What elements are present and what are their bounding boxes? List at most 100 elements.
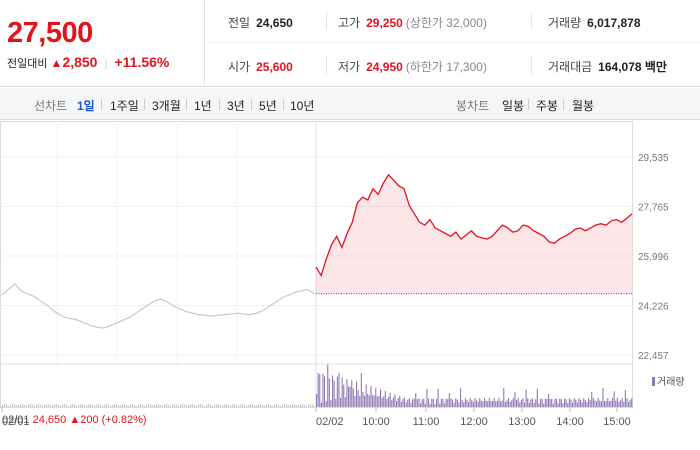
volume-bar (440, 398, 442, 407)
volume-bar-prev (10, 404, 12, 407)
volume-bar (533, 403, 535, 407)
volume-bar (511, 400, 513, 407)
tab-monthly[interactable]: 월봉 (572, 99, 595, 113)
volume-bar-prev (94, 405, 96, 407)
volume-bar (567, 403, 569, 407)
volume-bar (324, 376, 326, 407)
volume-bar-prev (46, 404, 48, 407)
volume-bar (352, 388, 354, 407)
volume-bar (597, 398, 599, 407)
tab-1d[interactable]: 1일 (77, 99, 95, 113)
volume-bar-prev (234, 404, 236, 407)
divider (531, 12, 532, 30)
volume-bar-prev (56, 404, 58, 407)
volume-bar (554, 398, 556, 407)
volume-bar (573, 398, 575, 407)
volume-bar-prev (52, 405, 54, 407)
volume-bar (327, 364, 329, 407)
volume-bar (480, 400, 482, 407)
volume-bar (428, 398, 430, 407)
volume-bar-prev (140, 404, 142, 407)
today-line (315, 173, 633, 278)
volume-bar (413, 398, 415, 407)
volume-bar (416, 399, 418, 407)
volume-bar (319, 374, 321, 407)
y-tick-label: 27,765 (638, 203, 669, 214)
volume-bar (546, 398, 548, 407)
divider (186, 99, 187, 110)
x-tick-label: 14:00 (556, 416, 584, 428)
volume-bar-prev (42, 405, 44, 407)
volume-bar (325, 401, 327, 407)
volume-bar-prev (60, 405, 62, 407)
quote-stats: 전일 24,650 고가 29,250 (상한가 32,000) 거래량 6,017,8… (206, 0, 700, 87)
volume-bar (391, 400, 393, 407)
volume-stat: 거래량 6,017,878 (548, 14, 641, 31)
volume-bar (620, 400, 622, 407)
volume-bar-prev (148, 404, 150, 407)
tab-5y[interactable]: 5년 (259, 99, 277, 113)
volume-bar (493, 398, 495, 407)
x-tick-label: 02/02 (316, 416, 344, 428)
volume-bar-prev (128, 405, 130, 407)
volume-bar-prev (110, 405, 112, 407)
volume-label: 거래량 (548, 16, 582, 30)
tab-1w[interactable]: 1주일 (110, 99, 139, 113)
volume-bar-prev (64, 404, 66, 407)
volume-bar-prev (74, 404, 76, 407)
volume-bar-prev (184, 404, 186, 407)
volume-bar (394, 394, 396, 407)
volume-bar (418, 398, 420, 407)
volume-bar (551, 398, 553, 407)
volume-bar-prev (284, 404, 286, 407)
volume-bar-prev (226, 404, 228, 407)
volume-bar-prev (72, 404, 74, 407)
volume-bar-prev (294, 404, 296, 407)
prev-day-price: 24,650 (32, 414, 67, 426)
volume-bar-prev (174, 404, 176, 407)
price-chart[interactable]: 29,535 27,765 25,996 24,226 22,457 02/01 02/02… (0, 121, 700, 450)
volume-bar-prev (250, 404, 252, 407)
volume-bar (596, 401, 598, 407)
volume-bar (520, 399, 522, 407)
volume-bar (442, 399, 444, 407)
volume-bar-prev (190, 404, 192, 407)
volume-bar-prev (170, 405, 172, 407)
tab-1y[interactable]: 1년 (194, 99, 212, 113)
volume-bar (562, 403, 564, 407)
volume-bar (612, 398, 614, 407)
volume-bar (407, 399, 409, 407)
trade-value-stat: 거래대금 164,078 백만 (548, 58, 667, 75)
volume-bar-prev (178, 405, 180, 407)
volume-bar-prev (162, 405, 164, 407)
volume-bar (332, 375, 334, 407)
volume-bar-prev (88, 404, 90, 407)
volume-bar-prev (106, 404, 108, 407)
volume-bar-prev (238, 405, 240, 407)
x-tick-label: 15:00 (603, 416, 631, 428)
volume-bar (623, 401, 625, 407)
volume-bar (463, 402, 465, 407)
tab-3m[interactable]: 3개월 (152, 99, 181, 113)
volume-bar (616, 398, 618, 407)
tab-3y[interactable]: 3년 (227, 99, 245, 113)
volume-bar (490, 400, 492, 407)
tab-weekly[interactable]: 주봉 (536, 99, 559, 113)
volume-bar-prev (298, 405, 300, 407)
volume-bar-prev (126, 405, 128, 407)
volume-bar-prev (290, 405, 292, 407)
tab-10y[interactable]: 10년 (290, 99, 315, 113)
volume-bar-prev (192, 404, 194, 407)
volume-bar (576, 402, 578, 407)
volume-bar (506, 400, 508, 407)
volume-bar-prev (288, 405, 290, 407)
volume-bar-prev (202, 404, 204, 407)
volume-bar (349, 386, 351, 407)
quote-header: 27,500 전일대비 ▲2,850 | +11.56% 전일 24,650 고가… (0, 0, 700, 87)
volume-bar (487, 401, 489, 407)
chart-tabs: 선차트 1일 1주일 3개월 1년 3년 5년 10년 봉차트 일봉 주봉 월봉 (0, 88, 700, 120)
prev-day-pct: (+0.82%) (101, 414, 147, 426)
volume-bar (448, 393, 450, 407)
volume-bar (588, 398, 590, 407)
tab-daily[interactable]: 일봉 (502, 99, 525, 113)
